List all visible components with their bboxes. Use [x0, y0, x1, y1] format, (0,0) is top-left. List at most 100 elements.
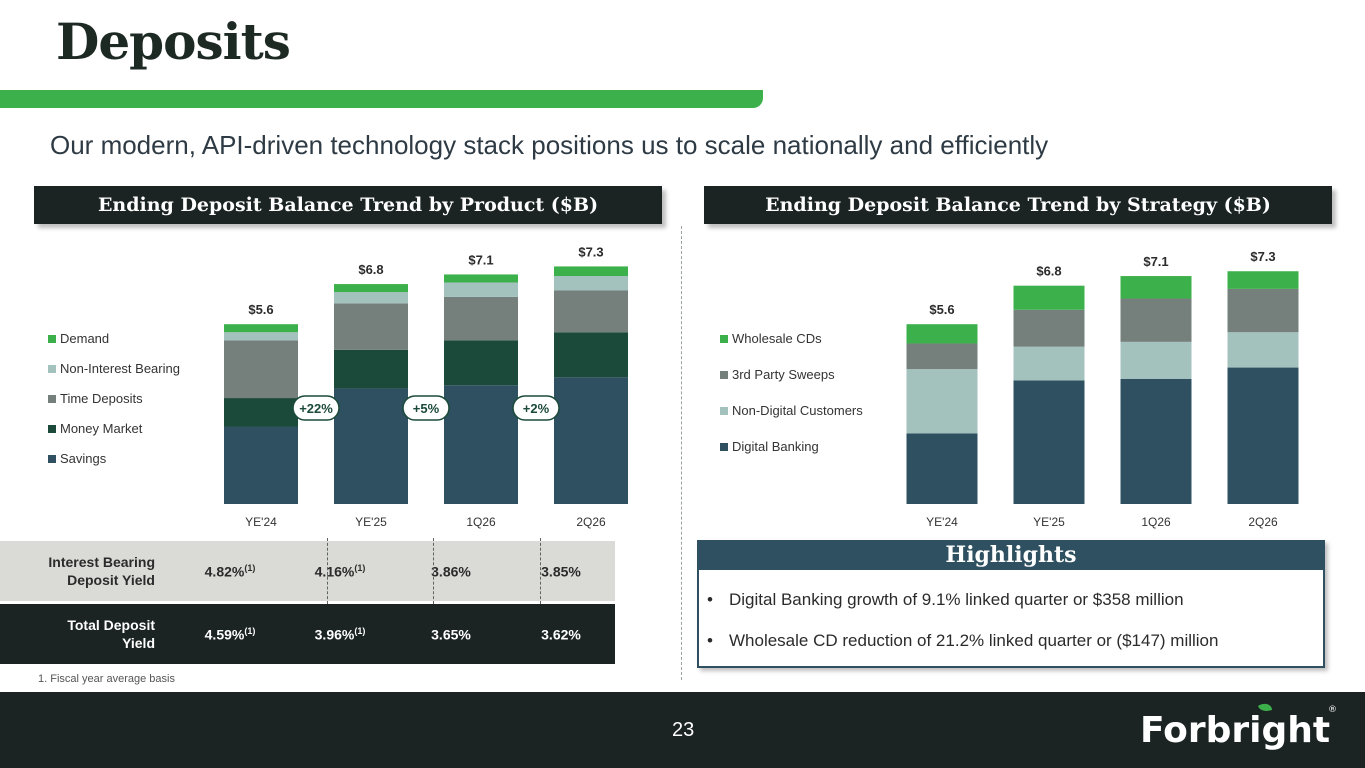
- table-divider: [327, 538, 328, 604]
- highlight-text: Digital Banking growth of 9.1% linked qu…: [729, 590, 1184, 609]
- bar-segment: [224, 324, 298, 333]
- bar-segment: [1120, 341, 1192, 379]
- legend-swatch: [48, 335, 56, 343]
- yield-row-label: Total Deposit Yield: [0, 616, 155, 652]
- bar-segment: [906, 324, 978, 344]
- legend-swatch: [720, 443, 728, 451]
- yield-label-line1: Interest Bearing: [48, 554, 155, 570]
- x-tick-label: 2Q26: [576, 515, 606, 529]
- bar-segment: [224, 426, 298, 504]
- yield-label-line2: Yield: [122, 635, 155, 651]
- highlight-item: • Digital Banking growth of 9.1% linked q…: [707, 590, 1184, 610]
- highlight-text: Wholesale CD reduction of 21.2% linked q…: [729, 631, 1219, 650]
- x-tick-label: 2Q26: [1248, 515, 1278, 529]
- yield-value: 4.59%(1): [204, 625, 256, 643]
- legend-swatch: [720, 335, 728, 343]
- total-label: $7.1: [468, 252, 493, 267]
- table-divider: [433, 538, 434, 604]
- growth-label: +2%: [523, 401, 550, 416]
- page-number: 23: [672, 719, 695, 741]
- bar-segment: [444, 274, 518, 283]
- bar-segment: [1227, 271, 1299, 289]
- bar-segment: [224, 398, 298, 427]
- footnote: 1. Fiscal year average basis: [38, 673, 175, 685]
- bar-segment: [554, 332, 628, 378]
- legend-swatch: [48, 365, 56, 373]
- growth-pill: [402, 395, 450, 421]
- x-tick-label: 1Q26: [1141, 515, 1171, 529]
- bar-segment: [554, 290, 628, 333]
- legend-label: Savings: [60, 451, 107, 466]
- legend-swatch: [48, 425, 56, 433]
- bar-segment: [334, 388, 408, 504]
- bar-segment: [224, 340, 298, 399]
- x-tick-label: YE'25: [1033, 515, 1065, 529]
- logo-registered-mark: ®: [1328, 705, 1337, 715]
- legend-label: Demand: [60, 331, 109, 346]
- yield-label-line2: Deposit Yield: [67, 572, 155, 588]
- bar-segment: [1227, 288, 1299, 333]
- yield-value: 4.16%(1): [314, 562, 366, 580]
- legend-label: Non-Digital Customers: [732, 403, 863, 418]
- growth-label: +22%: [299, 401, 333, 416]
- highlight-item: • Wholesale CD reduction of 21.2% linked …: [707, 631, 1218, 651]
- bar-segment: [1013, 346, 1085, 381]
- bar-segment: [1120, 276, 1192, 299]
- title-accent-bar: [0, 90, 763, 108]
- legend-label: Money Market: [60, 421, 143, 436]
- growth-pill: [512, 395, 560, 421]
- total-label: $6.8: [358, 262, 383, 277]
- total-label: $5.6: [929, 302, 954, 317]
- bar-segment: [444, 296, 518, 341]
- highlights-header: Highlights: [697, 540, 1325, 570]
- bar-segment: [554, 276, 628, 291]
- bar-segment: [444, 340, 518, 386]
- growth-label: +5%: [413, 401, 440, 416]
- leaf-icon: [1258, 703, 1272, 711]
- bar-segment: [224, 332, 298, 341]
- x-tick-label: YE'24: [245, 515, 277, 529]
- yield-value: 3.86%: [431, 563, 471, 580]
- total-label: $7.1: [1143, 254, 1168, 269]
- yield-value: 3.65%: [431, 626, 471, 643]
- x-tick-label: YE'25: [355, 515, 387, 529]
- bar-segment: [906, 433, 978, 504]
- legend-swatch: [48, 455, 56, 463]
- bar-segment: [1227, 332, 1299, 368]
- bar-segment: [1013, 380, 1085, 504]
- bullet-icon: •: [707, 631, 713, 650]
- bar-segment: [1120, 378, 1192, 504]
- bar-segment: [334, 284, 408, 293]
- legend-swatch: [720, 407, 728, 415]
- legend-label: Time Deposits: [60, 391, 143, 406]
- bar-segment: [444, 385, 518, 504]
- page-subtitle: Our modern, API-driven technology stack …: [50, 130, 1049, 160]
- bar-segment: [1227, 367, 1299, 504]
- bar-segment: [906, 343, 978, 370]
- panel-divider: [681, 226, 682, 680]
- forbright-logo: Forbright ®: [1140, 703, 1337, 751]
- legend-label: 3rd Party Sweeps: [732, 367, 835, 382]
- left-panel-header: Ending Deposit Balance Trend by Product …: [34, 186, 662, 224]
- yield-label-line1: Total Deposit: [67, 617, 155, 633]
- total-label: $6.8: [1036, 264, 1061, 279]
- bar-segment: [906, 369, 978, 434]
- bar-segment: [334, 292, 408, 304]
- bar-segment: [1013, 309, 1085, 347]
- bullet-icon: •: [707, 590, 713, 609]
- x-tick-label: YE'24: [926, 515, 958, 529]
- growth-pill: [292, 395, 340, 421]
- yield-value: 4.82%(1): [204, 562, 256, 580]
- right-panel-header: Ending Deposit Balance Trend by Strategy…: [704, 186, 1332, 224]
- total-label: $7.3: [578, 244, 603, 259]
- legend-swatch: [720, 371, 728, 379]
- total-label: $5.6: [248, 302, 273, 317]
- logo-wordmark: Forbright: [1140, 710, 1330, 751]
- bar-segment: [444, 282, 518, 297]
- yield-row-total-deposit: Total Deposit Yield 4.59%(1) 3.96%(1) 3.…: [0, 604, 615, 664]
- legend-swatch: [48, 395, 56, 403]
- bar-segment: [334, 349, 408, 389]
- page-title: Deposits: [56, 12, 291, 71]
- table-divider: [540, 538, 541, 604]
- legend-label: Wholesale CDs: [732, 331, 822, 346]
